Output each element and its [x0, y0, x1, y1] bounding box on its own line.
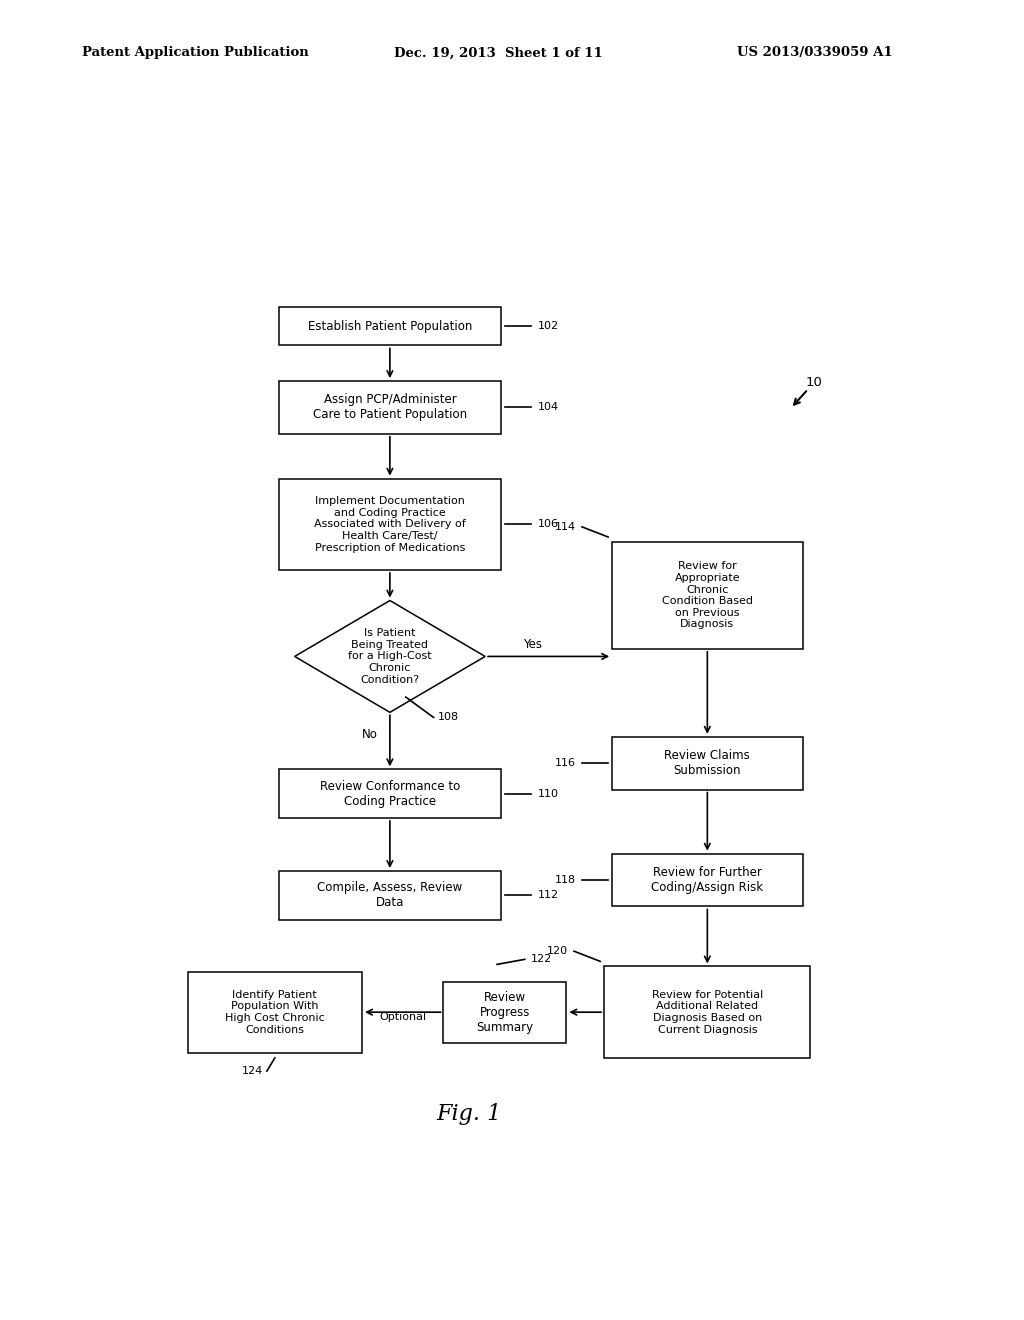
Text: Review for Potential
Additional Related
Diagnosis Based on
Current Diagnosis: Review for Potential Additional Related … [651, 990, 763, 1035]
FancyBboxPatch shape [279, 306, 501, 346]
FancyBboxPatch shape [279, 770, 501, 818]
FancyBboxPatch shape [604, 966, 811, 1057]
Text: 116: 116 [555, 758, 575, 768]
Text: Review Conformance to
Coding Practice: Review Conformance to Coding Practice [319, 780, 460, 808]
Text: Assign PCP/Administer
Care to Patient Population: Assign PCP/Administer Care to Patient Po… [312, 393, 467, 421]
Text: Patent Application Publication: Patent Application Publication [82, 46, 308, 59]
FancyBboxPatch shape [279, 479, 501, 570]
Text: 106: 106 [538, 519, 558, 529]
Text: 114: 114 [554, 521, 575, 532]
Text: Review for
Appropriate
Chronic
Condition Based
on Previous
Diagnosis: Review for Appropriate Chronic Condition… [662, 561, 753, 630]
Text: 110: 110 [538, 788, 558, 799]
Text: No: No [362, 729, 378, 742]
Text: Review Claims
Submission: Review Claims Submission [665, 750, 751, 777]
Text: Fig. 1: Fig. 1 [436, 1102, 502, 1125]
Text: Dec. 19, 2013  Sheet 1 of 11: Dec. 19, 2013 Sheet 1 of 11 [394, 46, 603, 59]
Text: Identify Patient
Population With
High Cost Chronic
Conditions: Identify Patient Population With High Co… [225, 990, 325, 1035]
Text: 112: 112 [538, 890, 559, 900]
FancyBboxPatch shape [279, 871, 501, 920]
FancyBboxPatch shape [279, 381, 501, 434]
FancyBboxPatch shape [187, 972, 362, 1053]
Text: Yes: Yes [523, 638, 543, 651]
Text: 120: 120 [547, 946, 567, 956]
Text: Review for Further
Coding/Assign Risk: Review for Further Coding/Assign Risk [651, 866, 763, 894]
Text: 104: 104 [538, 403, 559, 412]
Text: 102: 102 [538, 321, 559, 331]
FancyBboxPatch shape [612, 854, 803, 907]
Text: 122: 122 [530, 954, 552, 965]
Text: Review
Progress
Summary: Review Progress Summary [476, 991, 534, 1034]
Text: 10: 10 [806, 375, 823, 388]
Text: Compile, Assess, Review
Data: Compile, Assess, Review Data [317, 882, 463, 909]
Text: Establish Patient Population: Establish Patient Population [307, 319, 472, 333]
FancyBboxPatch shape [443, 982, 566, 1043]
Text: 108: 108 [437, 713, 459, 722]
FancyBboxPatch shape [612, 737, 803, 789]
Text: Implement Documentation
and Coding Practice
Associated with Delivery of
Health C: Implement Documentation and Coding Pract… [314, 496, 466, 553]
Polygon shape [295, 601, 485, 713]
Text: Optional: Optional [379, 1012, 426, 1022]
Text: US 2013/0339059 A1: US 2013/0339059 A1 [737, 46, 893, 59]
Text: 124: 124 [242, 1067, 263, 1076]
Text: Is Patient
Being Treated
for a High-Cost
Chronic
Condition?: Is Patient Being Treated for a High-Cost… [348, 628, 432, 685]
FancyBboxPatch shape [612, 543, 803, 649]
Text: 118: 118 [554, 875, 575, 884]
